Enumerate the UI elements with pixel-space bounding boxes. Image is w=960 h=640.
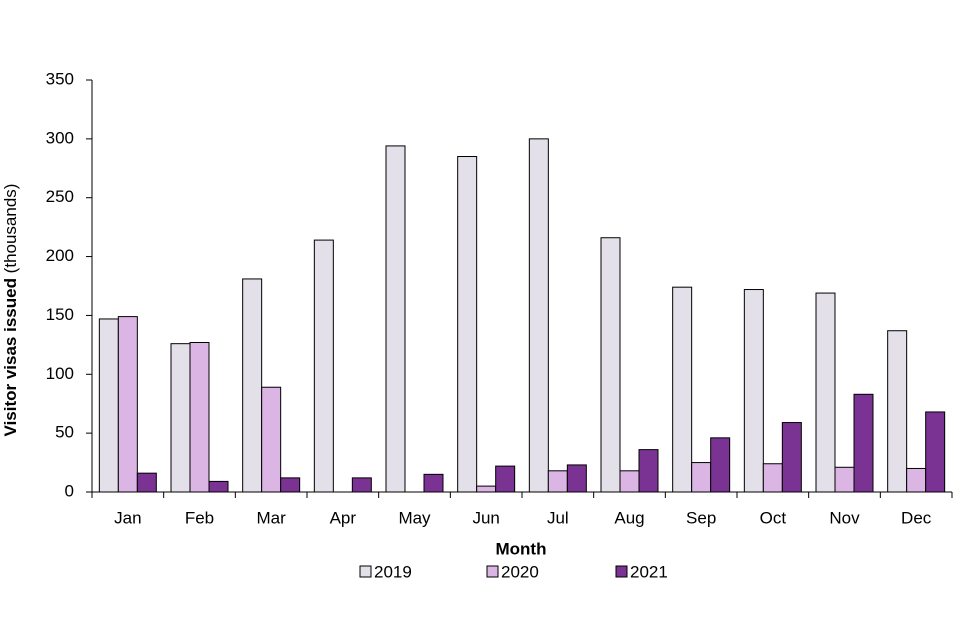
bar [638, 449, 659, 493]
y-tick-label: 300 [46, 128, 74, 147]
bar [170, 343, 191, 493]
y-axis-label-unit: (thousands) [1, 184, 20, 274]
x-tick-label: Sep [686, 508, 716, 527]
bar [208, 480, 229, 493]
x-tick-label: Jul [547, 508, 569, 527]
bar [495, 465, 516, 493]
bar [743, 289, 764, 493]
y-tick-label: 100 [46, 364, 74, 383]
bar [566, 464, 587, 493]
y-tick-label: 50 [55, 423, 74, 442]
x-tick-label: Dec [901, 508, 932, 527]
y-tick-label: 250 [46, 187, 74, 206]
y-tick-label: 350 [46, 69, 74, 88]
x-tick-label: Jun [472, 508, 499, 527]
bar [691, 462, 712, 493]
y-tick-label: 200 [46, 246, 74, 265]
x-tick-label: Aug [614, 508, 644, 527]
bar [351, 477, 372, 493]
y-axis-label: Visitor visas issued (thousands) [1, 184, 20, 437]
bar [906, 467, 927, 493]
bar [762, 463, 783, 493]
bar [313, 239, 334, 493]
bar [385, 145, 406, 493]
bar [887, 330, 908, 493]
bar [457, 156, 478, 493]
bar [136, 472, 157, 493]
bar [280, 477, 301, 493]
bar [423, 473, 444, 493]
y-tick-label: 0 [65, 481, 74, 500]
x-tick-label: Mar [257, 508, 287, 527]
bar [117, 316, 138, 493]
bar [710, 437, 731, 493]
bar [853, 393, 874, 493]
bar [834, 466, 855, 493]
bar [815, 292, 836, 493]
legend-swatch [486, 565, 499, 578]
x-axis-label: Month [496, 539, 547, 558]
x-tick-label: Nov [829, 508, 860, 527]
bar [242, 278, 263, 493]
x-tick-label: Oct [760, 508, 787, 527]
legend-label: 2021 [630, 562, 668, 581]
bar [261, 386, 282, 493]
bar [476, 485, 497, 493]
x-tick-label: Jan [114, 508, 141, 527]
y-axis-label-main: Visitor visas issued [1, 278, 20, 436]
x-tick-label: May [398, 508, 431, 527]
legend-label: 2020 [501, 562, 539, 581]
bar [528, 138, 549, 493]
legend-swatch [615, 565, 628, 578]
x-tick-label: Feb [185, 508, 214, 527]
bar [781, 422, 802, 493]
x-tick-label: Apr [330, 508, 357, 527]
bar [619, 470, 640, 493]
bar [98, 318, 119, 493]
bar [925, 411, 946, 493]
legend-label: 2019 [374, 562, 412, 581]
bar [547, 470, 568, 493]
y-tick-label: 150 [46, 305, 74, 324]
bar [189, 342, 210, 493]
legend-swatch [359, 565, 372, 578]
bar [672, 286, 693, 493]
bar [600, 237, 621, 493]
